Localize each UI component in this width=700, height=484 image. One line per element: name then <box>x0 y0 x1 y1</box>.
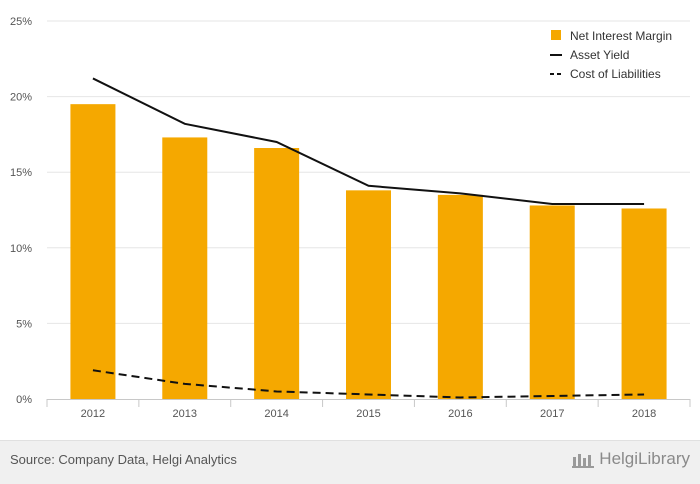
y-axis: 0% 5% 10% 15% 20% 25% <box>10 16 32 406</box>
bar[interactable] <box>346 190 391 399</box>
legend-item-cost-liabilities[interactable]: Cost of Liabilities <box>550 67 661 81</box>
bar-series <box>70 104 667 399</box>
y-tick-label: 5% <box>16 318 32 330</box>
legend-item-asset-yield[interactable]: Asset Yield <box>550 48 629 62</box>
bar[interactable] <box>621 208 667 399</box>
bar[interactable] <box>529 205 575 399</box>
x-tick-label: 2018 <box>632 408 656 420</box>
bar[interactable] <box>70 104 116 399</box>
x-tick-label: 2015 <box>356 408 380 420</box>
chart: 0%5%10%15%20%25% 2012 2013 2014 2015 2016 201… <box>10 16 691 420</box>
source-note: Source: Company Data, Helgi Analytics <box>10 452 237 467</box>
y-tick-label: 25% <box>10 16 32 28</box>
x-tick-label: 2014 <box>264 408 288 420</box>
y-tick-label: 20% <box>10 92 32 104</box>
x-tick-label: 2017 <box>540 408 564 420</box>
x-tick-label: 2013 <box>173 408 197 420</box>
legend-item-nim[interactable]: Net Interest Margin <box>551 29 672 43</box>
grid <box>47 20 690 324</box>
bar[interactable] <box>437 194 483 399</box>
y-tick-label: 15% <box>10 167 32 179</box>
y-tick-label: 0% <box>16 394 32 406</box>
x-tick-label: 2016 <box>448 408 472 420</box>
legend-label-nim: Net Interest Margin <box>570 29 672 43</box>
legend: Net Interest Margin Asset Yield Cost of … <box>550 29 672 81</box>
brand-name: HelgiLibrary <box>599 449 690 468</box>
x-axis: 2012 2013 2014 2015 2016 2017 2018 <box>46 399 691 420</box>
footer: Source: Company Data, Helgi Analytics He… <box>0 440 700 484</box>
y-tick-label: 10% <box>10 243 32 255</box>
line-series <box>92 77 645 399</box>
series-line[interactable] <box>92 77 645 205</box>
legend-label-asset-yield: Asset Yield <box>570 48 629 62</box>
library-icon <box>572 454 595 468</box>
legend-swatch-bar <box>551 30 561 40</box>
brand-logo[interactable]: HelgiLibrary <box>571 449 690 469</box>
bar[interactable] <box>162 137 208 399</box>
series-line[interactable] <box>92 369 645 399</box>
bar[interactable] <box>254 148 300 399</box>
x-tick-label: 2012 <box>81 408 105 420</box>
legend-label-cost-liabilities: Cost of Liabilities <box>570 67 661 81</box>
